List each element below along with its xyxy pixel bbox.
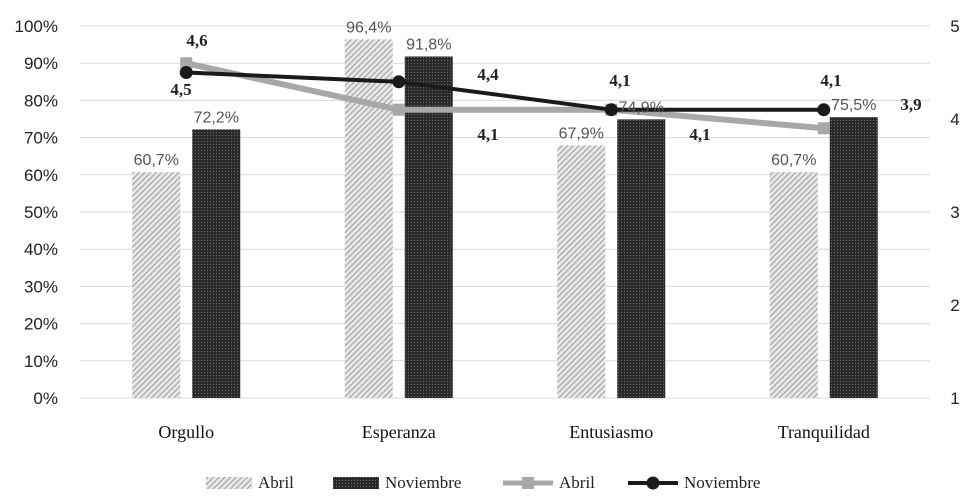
bar-abril-1 [344,39,393,398]
data-labels: 60,7% 96,4% 67,9% 60,7% 72,2% 91,8% 74,9% 75,5%… [134,19,922,169]
line-value-label: 4,5 [170,80,191,99]
bars [132,39,878,399]
y-left-tick-label: 50% [24,203,58,222]
bar-noviembre-1 [404,56,453,399]
bar-value-label: 60,7% [771,152,816,169]
line-marker-noviembre [604,103,618,117]
line-value-label: 4,1 [477,125,498,144]
bar-value-label: 75,5% [831,97,876,114]
bar-noviembre-0 [192,129,241,398]
line-value-label: 4,1 [820,71,841,90]
bar-noviembre-2 [617,119,666,398]
line-marker-noviembre [817,103,831,117]
line-noviembre [186,70,824,112]
legend-swatch-bar-noviembre [333,477,379,489]
x-axis: Orgullo Esperanza Entusiasmo Tranquilidad [158,422,870,442]
x-tick-label: Orgullo [158,422,214,442]
y-left-tick-label: 80% [24,91,58,110]
x-tick-label: Tranquilidad [778,422,870,442]
y-left-tick-label: 90% [24,54,58,73]
y-left-tick-label: 40% [24,240,58,259]
legend-label: Abril [258,473,294,492]
legend-label: Noviembre [385,473,461,492]
bar-value-label: 91,8% [406,37,451,54]
y-axis-left: 0% 10% 20% 30% 40% 50% 60% 70% 80% 90% 100% [15,17,58,408]
y-left-tick-label: 100% [15,17,58,36]
bar-value-label: 96,4% [346,19,391,36]
y-left-tick-label: 70% [24,129,58,148]
legend-swatch-bar-abril [206,477,252,489]
bar-value-label: 72,2% [194,109,239,126]
y-left-tick-label: 30% [24,277,58,296]
legend-label: Noviembre [684,473,760,492]
line-marker-noviembre [392,75,406,89]
y-left-tick-label: 60% [24,166,58,185]
y-left-tick-label: 20% [24,315,58,334]
bar-value-label: 67,9% [559,125,604,142]
line-marker-abril [817,122,830,135]
line-marker-abril [180,57,193,70]
bar-abril-0 [132,172,181,398]
y-left-tick-label: 10% [24,352,58,371]
y-right-tick-label: 2 [950,296,959,315]
legend: Abril Noviembre Abril Noviembre [206,473,760,492]
legend-marker-abril [522,477,534,489]
bar-abril-3 [769,172,818,398]
y-right-tick-label: 3 [950,203,959,222]
legend-marker-noviembre [646,476,660,490]
y-right-tick-label: 4 [950,110,959,129]
y-right-tick-label: 1 [950,389,959,408]
x-tick-label: Entusiasmo [569,422,653,442]
bar-abril-2 [557,145,606,398]
line-marker-abril [392,103,405,116]
line-marker-noviembre [179,66,193,79]
line-value-label: 4,1 [689,125,710,144]
y-axis-right: 1 2 3 4 5 [950,17,959,408]
line-value-label: 3,9 [900,95,921,114]
bar-noviembre-3 [829,117,878,398]
lines [179,57,831,135]
bar-value-label: 74,9% [619,99,664,116]
x-tick-label: Esperanza [362,422,436,442]
y-right-tick-label: 5 [950,17,959,36]
line-value-label: 4,6 [186,31,207,50]
line-value-label: 4,1 [609,71,630,90]
line-abril [185,60,825,132]
bar-value-label: 60,7% [134,152,179,169]
legend-label: Abril [559,473,595,492]
y-left-tick-label: 0% [33,389,58,408]
line-value-label: 4,4 [477,65,499,84]
